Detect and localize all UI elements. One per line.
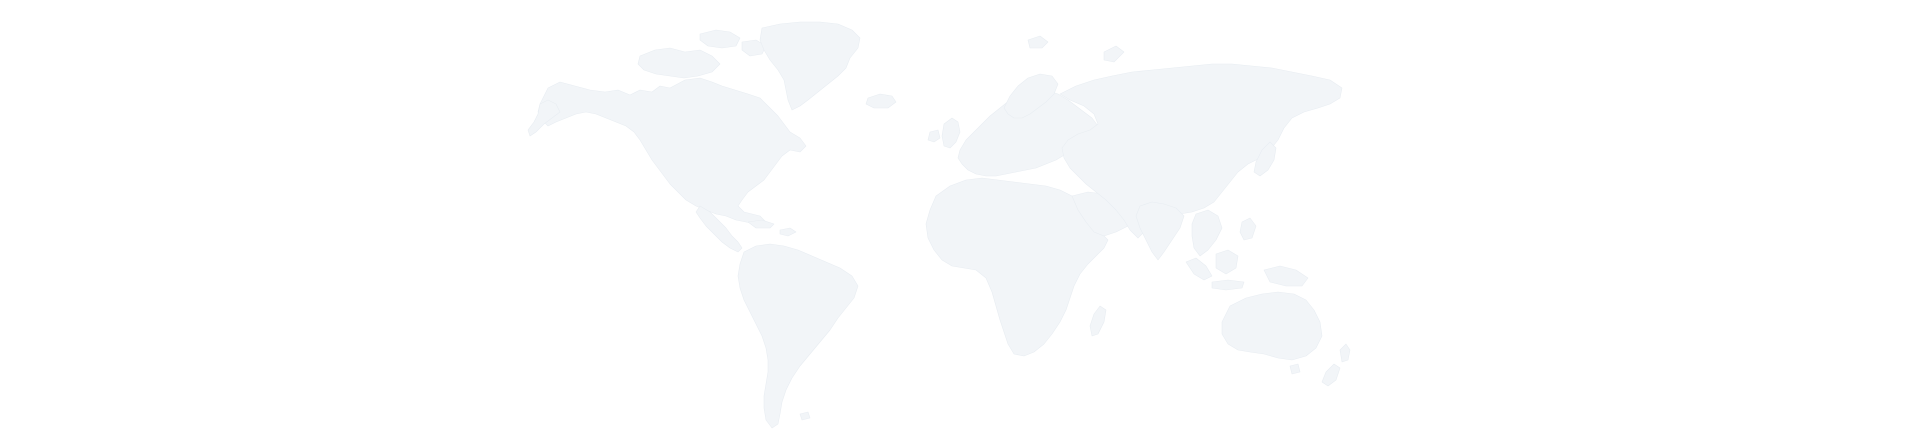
land-central-america [695, 205, 743, 253]
land-madagascar [1089, 305, 1107, 337]
land-novaya-zemlya [1103, 45, 1125, 63]
land-south-america [737, 243, 859, 429]
land-java [1211, 279, 1245, 291]
land-southeast-asia [1191, 209, 1223, 257]
land-caribbean-2 [779, 227, 797, 237]
land-arctic-archipelago-2 [699, 29, 741, 49]
land-north-america [537, 77, 807, 225]
land-japan [1253, 141, 1277, 177]
land-scandinavia [1003, 73, 1059, 119]
land-iceland [865, 93, 897, 109]
land-india [1135, 201, 1185, 261]
land-great-britain [941, 117, 961, 149]
land-australia [1221, 291, 1323, 361]
land-caribbean [747, 219, 775, 229]
land-new-guinea [1263, 265, 1309, 287]
land-alaska [527, 99, 561, 137]
land-falklands [799, 411, 811, 421]
land-arctic-archipelago-3 [741, 39, 767, 57]
land-africa [925, 177, 1109, 357]
land-arctic-archipelago [637, 47, 721, 79]
land-svalbard [1027, 35, 1049, 49]
land-sumatra [1185, 257, 1213, 281]
land-greenland [759, 21, 861, 111]
land-tasmania [1289, 363, 1301, 375]
land-new-zealand-south [1321, 363, 1341, 387]
land-philippines [1239, 217, 1257, 241]
land-asia [1059, 63, 1343, 239]
land-borneo [1215, 249, 1239, 275]
land-new-zealand-north [1339, 343, 1351, 363]
land-ireland [927, 129, 941, 143]
